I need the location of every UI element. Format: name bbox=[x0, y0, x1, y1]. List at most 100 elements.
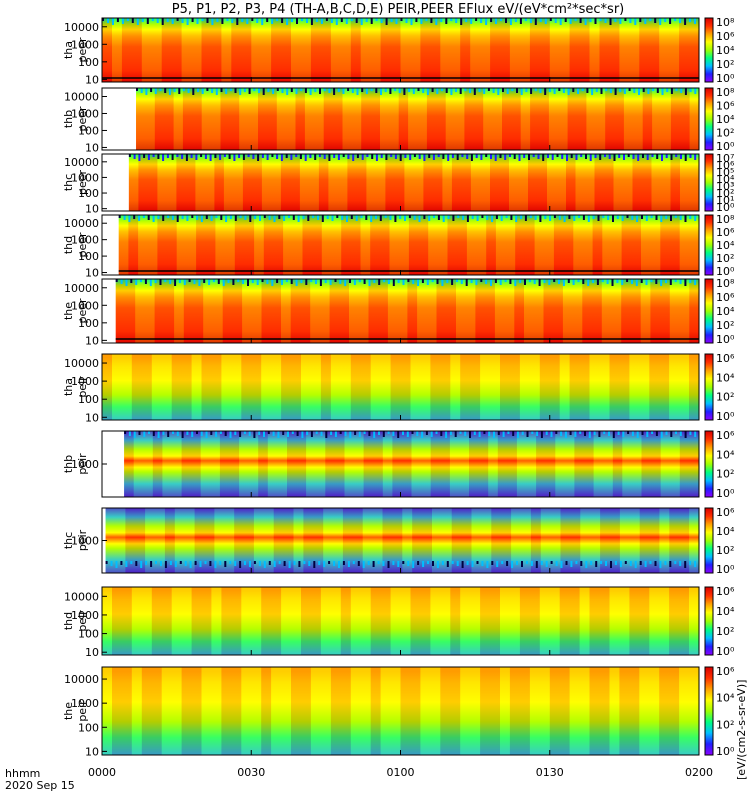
noise-speck bbox=[415, 18, 418, 22]
noise-speck bbox=[159, 279, 162, 285]
heatmap-stripe bbox=[418, 215, 429, 275]
noise-speck bbox=[252, 154, 255, 159]
heatmap-stripe bbox=[360, 667, 372, 755]
noise-speck bbox=[513, 154, 516, 159]
heatmap-stripe bbox=[650, 215, 661, 275]
heatmap-stripe bbox=[102, 587, 113, 655]
noise-speck bbox=[580, 154, 583, 157]
noise-speck bbox=[382, 431, 385, 437]
noise-speck bbox=[528, 154, 530, 160]
noise-speck bbox=[435, 431, 438, 434]
noise-speck bbox=[258, 88, 260, 93]
heatmap-stripe bbox=[410, 587, 421, 655]
heatmap-stripe bbox=[461, 154, 472, 211]
noise-speck bbox=[548, 279, 551, 285]
heatmap-stripe bbox=[599, 18, 610, 82]
noise-speck bbox=[559, 18, 562, 25]
noise-speck bbox=[347, 561, 350, 567]
noise-speck bbox=[664, 18, 667, 22]
heatmap-stripe bbox=[201, 354, 212, 420]
heatmap-stripe bbox=[392, 508, 403, 573]
heatmap-stripe bbox=[390, 667, 401, 755]
noise-speck bbox=[200, 215, 203, 222]
noise-speck bbox=[651, 431, 654, 434]
noise-speck bbox=[447, 215, 450, 219]
heatmap-stripe bbox=[154, 88, 165, 150]
heatmap-stripe bbox=[124, 431, 135, 497]
colorbar bbox=[704, 430, 714, 498]
noise-speck bbox=[271, 154, 274, 157]
noise-speck bbox=[136, 88, 138, 91]
heatmap-stripe bbox=[473, 88, 484, 150]
heatmap-stripe bbox=[539, 587, 551, 655]
noise-speck bbox=[558, 215, 561, 220]
noise-speck bbox=[534, 215, 537, 220]
noise-speck bbox=[285, 154, 288, 158]
noise-speck bbox=[150, 88, 153, 92]
noise-speck bbox=[581, 88, 584, 91]
noise-speck bbox=[301, 18, 303, 21]
noise-speck bbox=[689, 431, 692, 435]
noise-speck bbox=[621, 215, 624, 221]
noise-speck bbox=[587, 279, 590, 286]
panel-label-bottom: peir bbox=[76, 700, 89, 722]
noise-speck bbox=[445, 18, 448, 24]
noise-speck bbox=[342, 561, 345, 565]
noise-speck bbox=[365, 18, 368, 22]
noise-speck bbox=[126, 18, 129, 21]
heatmap-stripe bbox=[323, 88, 334, 150]
noise-speck bbox=[594, 18, 597, 24]
noise-speck bbox=[368, 279, 371, 286]
panel-label-bottom: peer bbox=[76, 106, 89, 132]
heatmap-stripe bbox=[201, 587, 212, 655]
heatmap-stripe bbox=[609, 667, 620, 755]
heatmap-stripe bbox=[417, 279, 428, 343]
heatmap-stripe bbox=[556, 154, 567, 211]
heatmap-stripe bbox=[501, 508, 512, 573]
noise-speck bbox=[248, 431, 251, 436]
heatmap-stripe bbox=[151, 587, 163, 655]
colorbar-tick-label: 10⁴ bbox=[716, 525, 735, 538]
noise-speck bbox=[470, 154, 473, 161]
heatmap-stripe bbox=[623, 154, 633, 211]
noise-speck bbox=[521, 431, 524, 435]
noise-speck bbox=[268, 215, 271, 220]
heatmap-stripe bbox=[411, 431, 422, 497]
noise-speck bbox=[169, 561, 172, 565]
heatmap-stripe bbox=[220, 88, 231, 150]
heatmap-stripe bbox=[379, 215, 390, 275]
noise-speck bbox=[493, 431, 495, 438]
noise-speck bbox=[155, 561, 157, 564]
heatmap-stripe bbox=[162, 431, 173, 497]
noise-speck bbox=[604, 18, 607, 23]
heatmap-stripe bbox=[118, 215, 129, 275]
heatmap-stripes bbox=[128, 154, 700, 211]
noise-speck bbox=[141, 18, 144, 22]
noise-speck bbox=[203, 279, 206, 283]
noise-speck bbox=[422, 88, 425, 93]
y-tick-label: 10 bbox=[85, 334, 99, 347]
noise-speck bbox=[436, 279, 439, 284]
heatmap-stripe bbox=[515, 215, 526, 275]
noise-speck bbox=[242, 279, 245, 284]
noise-speck bbox=[378, 431, 380, 435]
noise-speck bbox=[387, 431, 390, 434]
heatmap-stripe bbox=[569, 18, 580, 82]
noise-speck bbox=[219, 561, 222, 565]
noise-speck bbox=[171, 154, 174, 160]
heatmap-stripe bbox=[573, 215, 584, 275]
noise-speck bbox=[130, 561, 133, 564]
heatmap-stripe bbox=[407, 279, 418, 343]
colorbar-tick-label: 10⁴ bbox=[716, 305, 735, 318]
noise-speck bbox=[675, 88, 678, 91]
noise-speck bbox=[305, 279, 308, 285]
heatmap-stripe bbox=[547, 154, 557, 211]
y-tick-label: 10000 bbox=[64, 90, 99, 103]
heatmap-field bbox=[115, 279, 699, 343]
heatmap-stripe bbox=[511, 88, 522, 150]
noise-speck bbox=[360, 215, 363, 218]
noise-speck bbox=[282, 431, 285, 435]
noise-speck bbox=[342, 88, 345, 94]
heatmap-stripe bbox=[481, 508, 492, 573]
